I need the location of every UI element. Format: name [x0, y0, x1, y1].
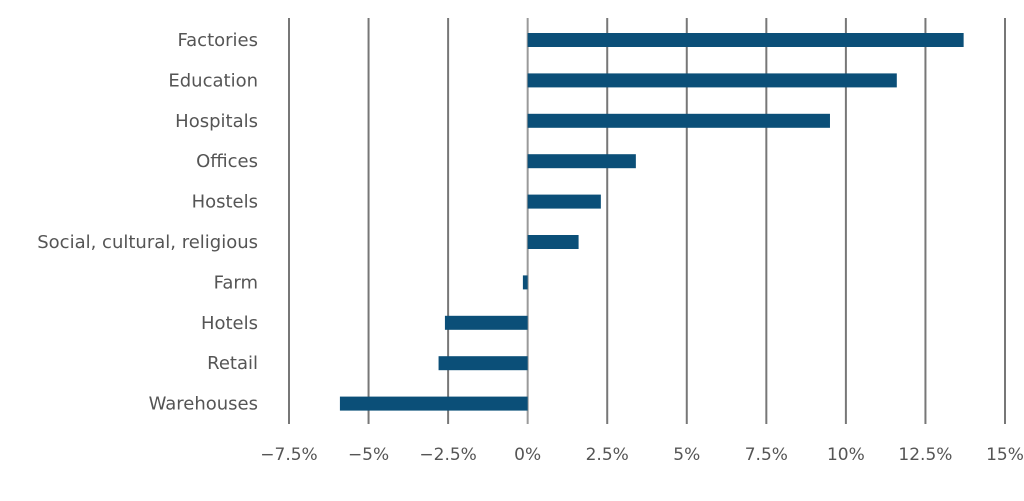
- bar-warehouses: [339, 396, 528, 411]
- bar-offices: [527, 154, 636, 169]
- x-tick-label: −2.5%: [419, 445, 476, 465]
- category-label-offices: Offices: [196, 151, 258, 172]
- category-labels: Factories Education Hospitals Offices Hostel…: [37, 30, 258, 415]
- bar-social-cultural-religious: [527, 235, 579, 249]
- x-tick-label: −7.5%: [260, 445, 317, 465]
- category-label-retail: Retail: [207, 353, 258, 374]
- x-tick-label: 7.5%: [745, 445, 788, 465]
- x-tick-label: 10%: [827, 445, 865, 465]
- category-label-warehouses: Warehouses: [149, 394, 258, 415]
- bar-education: [527, 73, 897, 88]
- category-label-factories: Factories: [177, 30, 258, 51]
- bar-factories: [527, 33, 964, 47]
- category-label-farm: Farm: [214, 272, 258, 293]
- x-tick-label: 12.5%: [898, 445, 952, 465]
- bar-hotels: [444, 315, 528, 330]
- x-tick-labels: −7.5% −5% −2.5% 0% 2.5% 5% 7.5% 10% 12.5% 15%: [260, 445, 1024, 465]
- bar-retail: [438, 356, 528, 371]
- bar-hostels: [527, 194, 601, 209]
- x-tick-label: −5%: [348, 445, 389, 465]
- category-label-education: Education: [168, 70, 258, 91]
- category-label-hospitals: Hospitals: [175, 111, 258, 132]
- bar-farm: [522, 275, 528, 290]
- category-label-social-cultural-religious: Social, cultural, religious: [37, 232, 258, 253]
- bar-hospitals: [527, 113, 830, 128]
- x-tick-label: 2.5%: [586, 445, 629, 465]
- category-label-hotels: Hotels: [201, 313, 258, 334]
- category-label-hostels: Hostels: [192, 192, 258, 213]
- x-tick-label: 0%: [514, 445, 541, 465]
- bars: [339, 33, 964, 411]
- x-tick-label: 15%: [986, 445, 1024, 465]
- x-tick-label: 5%: [673, 445, 700, 465]
